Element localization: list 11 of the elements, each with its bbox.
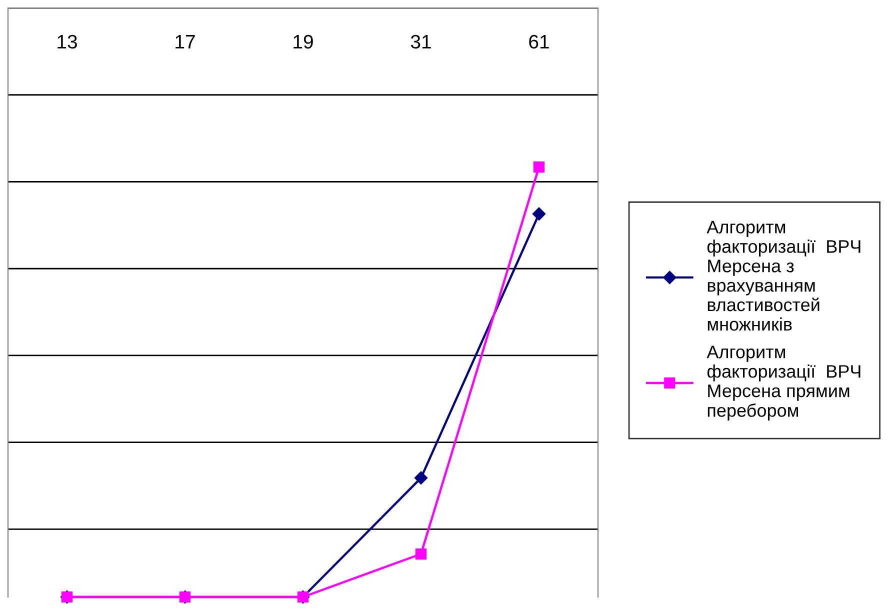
x-tick-label: 13	[58, 34, 77, 49]
point	[533, 162, 545, 173]
point	[414, 471, 428, 484]
point	[532, 207, 546, 221]
x-tick-label: 19	[294, 34, 313, 49]
legend-label: Алгоритм факторизації ВРЧ Мерсена з врахуванням властивостей множників	[706, 220, 860, 331]
point	[415, 548, 427, 560]
x-tick-label: 31	[410, 34, 431, 49]
legend-label: Алгоритм факторизації ВРЧ Мерсена прямим перебором	[706, 346, 860, 420]
x-tick-label: 61	[529, 34, 549, 49]
x-tick-label: 17	[176, 35, 195, 48]
